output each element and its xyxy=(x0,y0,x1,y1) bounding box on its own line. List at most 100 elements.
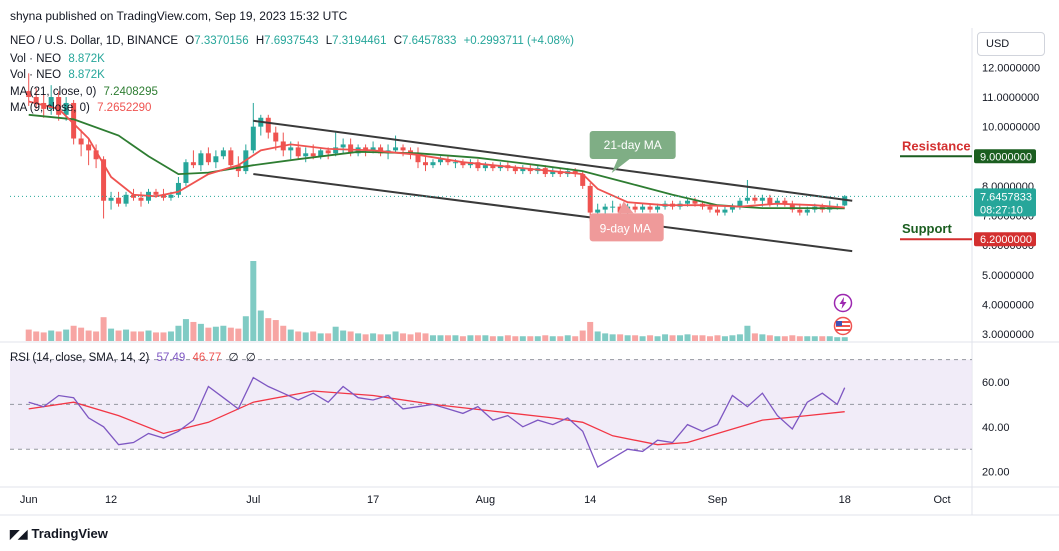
candle-body xyxy=(160,194,166,198)
candle-body xyxy=(205,153,211,163)
candle-body xyxy=(213,156,219,163)
volume-bar xyxy=(602,333,609,341)
candle-body xyxy=(490,165,496,169)
volume-bar xyxy=(93,331,100,341)
volume-bar xyxy=(85,330,92,341)
symbol-name[interactable]: NEO / U.S. Dollar, 1D, BINANCE xyxy=(10,35,179,47)
ma9-callout-box xyxy=(589,213,664,242)
support-label: Support xyxy=(902,221,952,236)
candle-body xyxy=(430,162,436,166)
channel-upper-line xyxy=(253,119,853,202)
time-tick-label: Oct xyxy=(933,494,950,506)
volume-bar xyxy=(123,329,130,341)
volume-bar xyxy=(295,331,302,341)
volume-bar xyxy=(205,327,212,341)
candle-body xyxy=(692,200,698,204)
volume-bar xyxy=(647,335,654,341)
rsi-legend[interactable]: RSI (14, close, SMA, 14, 2) 57.49 46.77 … xyxy=(10,350,260,364)
rsi-label: RSI (14, close, SMA, 14, 2) xyxy=(10,352,150,364)
candle-body xyxy=(190,162,196,166)
last-price-value: 7.6457833 xyxy=(980,191,1032,203)
volume-bar xyxy=(167,331,174,341)
candle-body xyxy=(789,203,795,210)
tradingview-logo[interactable]: ◤◢ TradingView xyxy=(10,526,108,541)
candle-body xyxy=(228,150,234,166)
volume-bar xyxy=(677,335,684,341)
volume-bar xyxy=(519,336,526,341)
tradingview-logo-icon: ◤◢ xyxy=(10,526,27,541)
volume-value: 8.872K xyxy=(68,53,105,65)
ma21-callout-pointer xyxy=(611,158,630,173)
volume-bar xyxy=(489,336,496,341)
price-tick-label: 10.0000000 xyxy=(982,122,1040,134)
candle-body xyxy=(737,200,743,207)
ma9-legend[interactable]: MA (9, close, 0) 7.2652290 xyxy=(10,102,155,114)
low-value: 7.3194461 xyxy=(332,35,387,47)
candle-body xyxy=(460,162,466,166)
volume-bar xyxy=(841,337,848,341)
candle-body xyxy=(93,150,99,160)
volume-bar xyxy=(130,331,137,341)
resistance-label: Resistance xyxy=(902,138,971,153)
volume-bar xyxy=(789,335,796,341)
volume-bar xyxy=(662,334,669,341)
candle-body xyxy=(422,162,428,166)
candle-body xyxy=(318,150,324,157)
time-tick-label: Jun xyxy=(20,494,38,506)
candle-body xyxy=(370,147,376,151)
volume-bar xyxy=(684,334,691,341)
volume-legend-1[interactable]: Vol · NEO 8.872K xyxy=(10,53,109,65)
volume-bar xyxy=(452,335,459,341)
ma9-label: MA (9, close, 0) xyxy=(10,102,90,114)
candle-body xyxy=(86,144,92,151)
candle-body xyxy=(288,147,294,151)
candle-body xyxy=(400,147,406,151)
candle-body xyxy=(33,97,39,103)
candle-body xyxy=(632,206,638,210)
volume-bar xyxy=(751,333,758,341)
axis-layer: 12.0000000 11.0000000 10.0000000 9.0000000 8… xyxy=(20,62,1040,506)
candle-body xyxy=(782,200,788,204)
ma21-legend[interactable]: MA (21, close, 0) 7.2408295 xyxy=(10,86,162,98)
volume-bar xyxy=(407,334,414,341)
candle-body xyxy=(56,97,62,115)
symbol-legend: NEO / U.S. Dollar, 1D, BINANCE O7.337015… xyxy=(10,35,578,47)
candle-body xyxy=(408,150,414,154)
publisher-line: shyna published on TradingView.com, Sep … xyxy=(10,9,348,23)
volume-bar xyxy=(340,330,347,341)
candle-body xyxy=(340,144,346,148)
rsi-tick-label: 40.00 xyxy=(982,422,1010,434)
volume-bar xyxy=(714,335,721,341)
currency-button[interactable]: USD xyxy=(977,32,1045,56)
volume-bar xyxy=(504,335,511,341)
candle-body xyxy=(123,194,129,204)
volume-bar xyxy=(212,326,219,341)
us-flag-icon[interactable] xyxy=(830,316,856,336)
candle-body xyxy=(640,206,646,210)
volume-bar xyxy=(265,318,272,341)
volume-legend-2[interactable]: Vol · NEO 8.872K xyxy=(10,69,109,81)
ma9-callout-text: 9-day MA xyxy=(600,221,651,235)
volume-bar xyxy=(138,331,145,341)
volume-bar xyxy=(459,336,466,341)
tradingview-logo-text: TradingView xyxy=(31,526,108,541)
rsi-extra-2: ∅ xyxy=(245,352,256,364)
volume-bar xyxy=(624,335,631,341)
lightning-icon[interactable] xyxy=(833,293,853,313)
high-label: H xyxy=(255,35,265,47)
grid-layer xyxy=(0,28,1059,516)
ma9-value: 7.2652290 xyxy=(97,102,152,114)
volume-bar xyxy=(826,336,833,341)
candle-body xyxy=(744,197,750,201)
volume-bar xyxy=(654,336,661,341)
candle-body xyxy=(273,132,279,142)
time-tick-label: 14 xyxy=(584,494,596,506)
candle-body xyxy=(610,206,616,208)
candle-body xyxy=(759,197,765,201)
candle-body xyxy=(707,206,713,210)
candle-body xyxy=(303,153,309,157)
ma9-callout-pointer xyxy=(617,201,634,214)
rsi-extra-1: ∅ xyxy=(228,352,239,364)
open-label: O xyxy=(185,35,195,47)
volume-bar xyxy=(497,336,504,341)
